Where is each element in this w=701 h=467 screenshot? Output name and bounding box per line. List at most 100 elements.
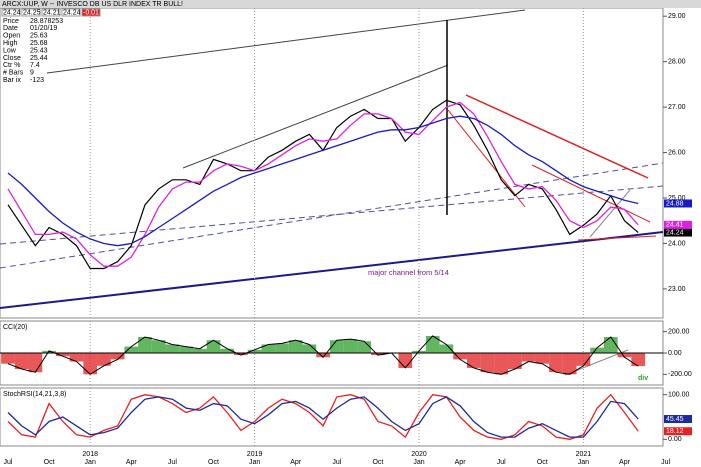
info-value: 25.43 — [30, 47, 48, 54]
cci-bar — [466, 353, 481, 368]
trendline — [465, 94, 649, 179]
cci-bar — [1, 353, 15, 364]
info-label: Bar ix — [3, 77, 21, 84]
stochrsi-panel — [0, 387, 664, 447]
cci-bar — [316, 353, 330, 358]
channel-line — [0, 231, 664, 309]
cci-bar — [549, 353, 563, 373]
cci-bar — [220, 348, 235, 353]
ohlc-value: 24.25 — [23, 10, 41, 17]
cci-bar — [69, 353, 84, 362]
cci-bar — [261, 344, 276, 353]
trendline — [531, 164, 651, 223]
info-value: 28.878253 — [30, 18, 63, 25]
y-tick-label: -200.00 — [668, 371, 692, 378]
cci-bar — [412, 350, 426, 353]
trendline — [589, 189, 631, 238]
y-tick-label: 27.00 — [668, 104, 686, 111]
cci-bar — [234, 353, 248, 356]
cci-bar — [631, 353, 646, 367]
last-value-label: 24.24 — [666, 229, 684, 236]
info-label: Low — [3, 47, 17, 54]
info-value: 01/20/19 — [30, 25, 57, 32]
cci-bar — [343, 339, 358, 353]
cci-bar — [398, 353, 413, 368]
cci-bar — [151, 340, 166, 353]
cci-bar — [617, 353, 632, 358]
info-value: 9 — [30, 70, 34, 77]
ohlc-value: 24.24 — [63, 10, 81, 17]
last-value-box — [664, 228, 692, 237]
panel-title: StochRSI(14,21,3,8) — [3, 391, 66, 398]
annotation: major channel from 5/14 — [368, 268, 449, 277]
info-label: Open — [3, 33, 20, 40]
y-tick-label: 23.00 — [668, 286, 686, 293]
channel-line — [0, 185, 664, 245]
ohlc-box — [61, 8, 81, 17]
x-tick-label: Jul — [661, 459, 670, 466]
info-label: # Bars — [3, 70, 24, 77]
x-tick-label: Jan — [413, 459, 424, 466]
series-line — [7, 115, 639, 247]
ohlc-box — [1, 8, 21, 17]
cci-bar — [97, 353, 111, 366]
cci-bar — [535, 353, 550, 364]
y-tick-label: 0.00 — [668, 350, 682, 357]
x-year-label: 2021 — [576, 451, 592, 458]
cci-bar — [480, 353, 495, 373]
cci-bar — [302, 344, 317, 353]
cci-bar — [590, 347, 604, 353]
y-tick-label: 100.00 — [668, 392, 690, 399]
trendline — [447, 109, 526, 208]
x-tick-label: Oct — [44, 459, 55, 466]
info-value: -123 — [30, 77, 44, 84]
y-tick-label: 28.00 — [668, 58, 686, 65]
x-year-label: 2019 — [247, 451, 263, 458]
trendline — [577, 235, 657, 241]
info-value: 25.63 — [30, 33, 48, 40]
last-value-box — [664, 427, 692, 436]
x-tick-label: Jan — [85, 459, 96, 466]
cci-bar — [83, 353, 98, 375]
info-label: Date — [3, 25, 18, 32]
cci-bar — [192, 348, 207, 353]
info-label: Close — [3, 55, 21, 62]
x-tick-label: Oct — [372, 459, 383, 466]
x-tick-label: Jan — [578, 459, 589, 466]
x-tick-label: Jul — [332, 459, 341, 466]
y-tick-label: 0.00 — [668, 436, 682, 443]
cci-bar — [275, 343, 289, 353]
info-value: 7.4 — [30, 62, 40, 69]
cci-bar — [329, 340, 344, 353]
cci-bar — [371, 353, 385, 356]
last-value-label: 18.12 — [666, 428, 684, 435]
cci-bar — [138, 337, 152, 353]
x-tick-label: Apr — [126, 459, 138, 466]
last-value-label: 24.41 — [666, 222, 684, 229]
x-year-label: 2018 — [82, 451, 98, 458]
annotation: div — [638, 375, 648, 382]
last-value-box — [664, 415, 692, 424]
cci-bar — [521, 353, 536, 362]
chart-title: ARCX:UUP, W -- INVESCO DB US DLR INDEX T… — [2, 1, 183, 8]
cci-bar — [439, 344, 454, 353]
last-value-label: 24.88 — [666, 200, 684, 207]
x-tick-label: Oct — [208, 459, 219, 466]
x-tick-label: Jul — [497, 459, 506, 466]
ohlc-box — [21, 8, 41, 17]
info-value: 25.68 — [30, 40, 48, 47]
cci-bar — [357, 341, 372, 353]
ohlc-box — [81, 8, 101, 17]
x-year-label: 2020 — [411, 451, 427, 458]
x-tick-label: Jul — [4, 459, 13, 466]
cci-bar — [576, 353, 591, 366]
y-tick-label: 25.00 — [668, 195, 686, 202]
trendline — [46, 9, 526, 74]
last-value-box — [664, 199, 692, 208]
cci-bar — [453, 353, 467, 360]
cci-bar — [494, 353, 509, 375]
cci-bar — [110, 353, 125, 360]
y-tick-label: 29.00 — [668, 13, 686, 20]
info-value: 25.44 — [30, 55, 48, 62]
